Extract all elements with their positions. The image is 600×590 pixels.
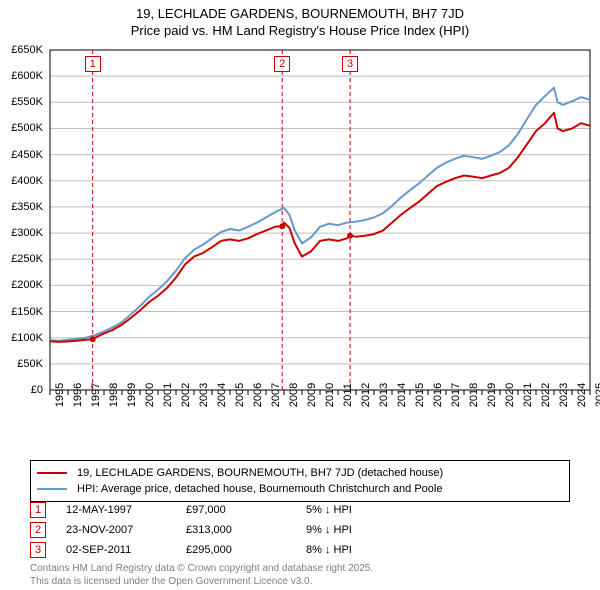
x-tick-label: 2022 — [540, 383, 552, 407]
x-tick-label: 2007 — [270, 383, 282, 407]
x-tick-label: 2003 — [198, 383, 210, 407]
legend-item: 19, LECHLADE GARDENS, BOURNEMOUTH, BH7 7… — [37, 465, 563, 481]
y-tick-label: £200K — [0, 279, 43, 291]
chart-svg — [0, 40, 600, 420]
footer-line: This data is licensed under the Open Gov… — [30, 575, 373, 588]
x-tick-label: 2002 — [180, 383, 192, 407]
x-tick-label: 2009 — [306, 383, 318, 407]
x-tick-label: 1998 — [108, 383, 120, 407]
chart: £0 £50K £100K £150K £200K £250K £300K £350K £400… — [0, 40, 600, 420]
legend-label: HPI: Average price, detached house, Bour… — [77, 483, 442, 495]
sale-marker-icon: 2 — [30, 522, 46, 538]
x-tick-label: 1999 — [126, 383, 138, 407]
legend-swatch — [37, 472, 67, 474]
y-tick-label: £0 — [0, 384, 43, 396]
x-tick-label: 2017 — [450, 383, 462, 407]
x-tick-label: 2021 — [522, 383, 534, 407]
legend: 19, LECHLADE GARDENS, BOURNEMOUTH, BH7 7… — [30, 460, 570, 502]
sale-marker-icon: 1 — [30, 502, 46, 518]
sale-marker-icon: 2 — [274, 56, 290, 72]
x-tick-label: 2011 — [342, 383, 354, 407]
x-tick-label: 1997 — [90, 383, 102, 407]
x-tick-label: 2015 — [414, 383, 426, 407]
sale-date: 02-SEP-2011 — [66, 544, 186, 556]
x-tick-label: 2000 — [144, 383, 156, 407]
sales-table: 1 12-MAY-1997 £97,000 5% ↓ HPI 2 23-NOV-… — [30, 500, 570, 560]
page-title: 19, LECHLADE GARDENS, BOURNEMOUTH, BH7 7… — [0, 6, 600, 21]
sale-diff: 8% ↓ HPI — [306, 544, 426, 556]
x-tick-label: 2001 — [162, 383, 174, 407]
x-tick-label: 2025 — [594, 383, 600, 407]
y-tick-label: £600K — [0, 70, 43, 82]
sale-price: £313,000 — [186, 524, 306, 536]
x-tick-label: 2024 — [576, 383, 588, 407]
y-tick-label: £250K — [0, 253, 43, 265]
page-subtitle: Price paid vs. HM Land Registry's House … — [0, 23, 600, 38]
table-row: 3 02-SEP-2011 £295,000 8% ↓ HPI — [30, 540, 570, 560]
y-tick-label: £400K — [0, 175, 43, 187]
footer-line: Contains HM Land Registry data © Crown c… — [30, 562, 373, 575]
x-tick-label: 2013 — [378, 383, 390, 407]
sale-marker-icon: 1 — [85, 56, 101, 72]
y-tick-label: £550K — [0, 96, 43, 108]
y-tick-label: £50K — [0, 358, 43, 370]
sale-diff: 9% ↓ HPI — [306, 524, 426, 536]
legend-label: 19, LECHLADE GARDENS, BOURNEMOUTH, BH7 7… — [77, 467, 443, 479]
x-tick-label: 2020 — [504, 383, 516, 407]
legend-swatch — [37, 488, 67, 490]
sale-date: 12-MAY-1997 — [66, 504, 186, 516]
x-tick-label: 2004 — [216, 383, 228, 407]
y-tick-label: £500K — [0, 122, 43, 134]
x-tick-label: 2014 — [396, 383, 408, 407]
x-tick-label: 2010 — [324, 383, 336, 407]
y-tick-label: £300K — [0, 227, 43, 239]
sale-diff: 5% ↓ HPI — [306, 504, 426, 516]
x-tick-label: 2023 — [558, 383, 570, 407]
y-tick-label: £350K — [0, 201, 43, 213]
x-tick-label: 2019 — [486, 383, 498, 407]
y-tick-label: £650K — [0, 44, 43, 56]
legend-item: HPI: Average price, detached house, Bour… — [37, 481, 563, 497]
sale-price: £97,000 — [186, 504, 306, 516]
table-row: 2 23-NOV-2007 £313,000 9% ↓ HPI — [30, 520, 570, 540]
sale-price: £295,000 — [186, 544, 306, 556]
x-tick-label: 2006 — [252, 383, 264, 407]
x-tick-label: 2012 — [360, 383, 372, 407]
table-row: 1 12-MAY-1997 £97,000 5% ↓ HPI — [30, 500, 570, 520]
y-tick-label: £100K — [0, 332, 43, 344]
x-tick-label: 2016 — [432, 383, 444, 407]
y-tick-label: £450K — [0, 149, 43, 161]
x-tick-label: 1996 — [72, 383, 84, 407]
x-tick-label: 2005 — [234, 383, 246, 407]
x-tick-label: 2018 — [468, 383, 480, 407]
sale-marker-icon: 3 — [30, 542, 46, 558]
y-tick-label: £150K — [0, 306, 43, 318]
footer: Contains HM Land Registry data © Crown c… — [30, 562, 373, 588]
x-tick-label: 1995 — [54, 383, 66, 407]
sale-marker-icon: 3 — [342, 56, 358, 72]
sale-date: 23-NOV-2007 — [66, 524, 186, 536]
x-tick-label: 2008 — [288, 383, 300, 407]
